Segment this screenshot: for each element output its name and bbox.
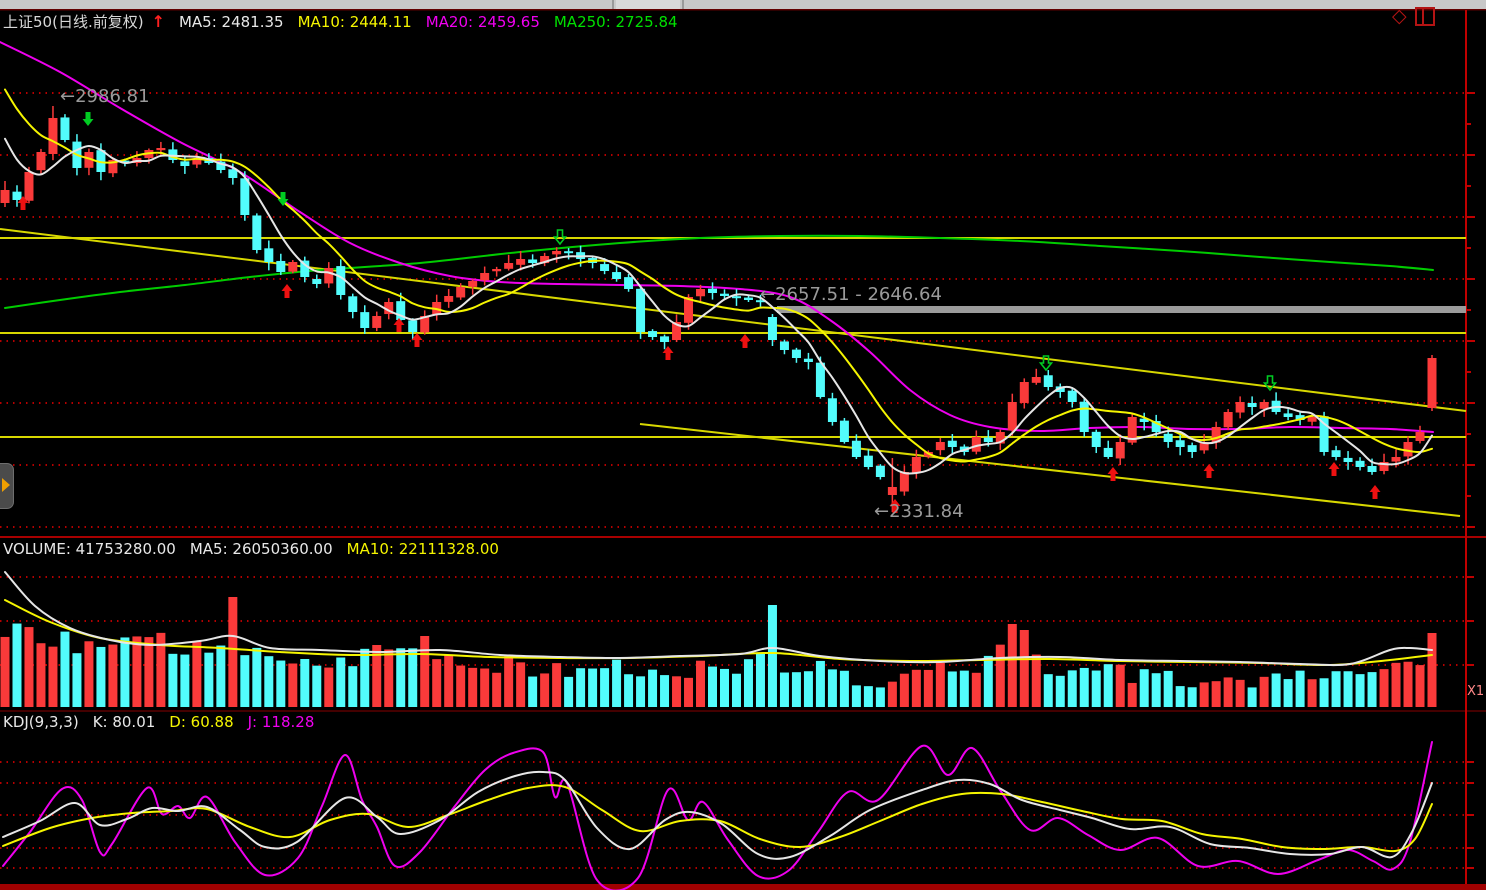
ma10-legend: MA10: 2444.11 bbox=[297, 13, 412, 31]
expand-arrow-icon bbox=[2, 478, 10, 492]
volume-scale-label[interactable]: X1 bbox=[1467, 684, 1485, 699]
main-chart-header: 上证50(日线.前复权) ↑ MA5: 2481.35 MA10: 2444.11 MA… bbox=[3, 11, 692, 32]
diamond-icon[interactable]: ◇ bbox=[1392, 5, 1407, 27]
ma5-legend: MA5: 2481.35 bbox=[178, 13, 284, 31]
up-arrow-icon: ↑ bbox=[151, 12, 165, 31]
price-annotation-gap: ←2657.51 - 2646.64 bbox=[760, 284, 942, 305]
top-strip-segment bbox=[616, 0, 680, 9]
split-window-icon[interactable] bbox=[1414, 6, 1435, 26]
volume-value: VOLUME: 41753280.00 bbox=[3, 540, 176, 558]
kdj-label: KDJ(9,3,3) bbox=[3, 713, 79, 731]
price-annotation-high: ←2986.81 bbox=[60, 86, 150, 107]
volume-ma10: MA10: 22111328.00 bbox=[346, 540, 499, 558]
symbol-title: 上证50(日线.前复权) bbox=[3, 13, 144, 31]
kdj-header: KDJ(9,3,3) K: 80.01 D: 60.88 J: 118.28 bbox=[3, 713, 328, 731]
kdj-k-value: K: 80.01 bbox=[92, 713, 156, 731]
chart-toolbar: ◇ bbox=[1392, 5, 1435, 27]
top-strip-divider bbox=[612, 0, 614, 9]
volume-ma5: MA5: 26050360.00 bbox=[189, 540, 333, 558]
price-annotation-low: ←2331.84 bbox=[874, 501, 964, 522]
top-strip-divider bbox=[682, 0, 684, 9]
ma20-legend: MA20: 2459.65 bbox=[425, 13, 540, 31]
kdj-d-value: D: 60.88 bbox=[169, 713, 234, 731]
kdj-j-value: J: 118.28 bbox=[247, 713, 315, 731]
sidebar-expand-tab[interactable] bbox=[0, 463, 14, 509]
ma250-legend: MA250: 2725.84 bbox=[553, 13, 678, 31]
volume-header: VOLUME: 41753280.00 MA5: 26050360.00 MA10:… bbox=[3, 540, 513, 558]
